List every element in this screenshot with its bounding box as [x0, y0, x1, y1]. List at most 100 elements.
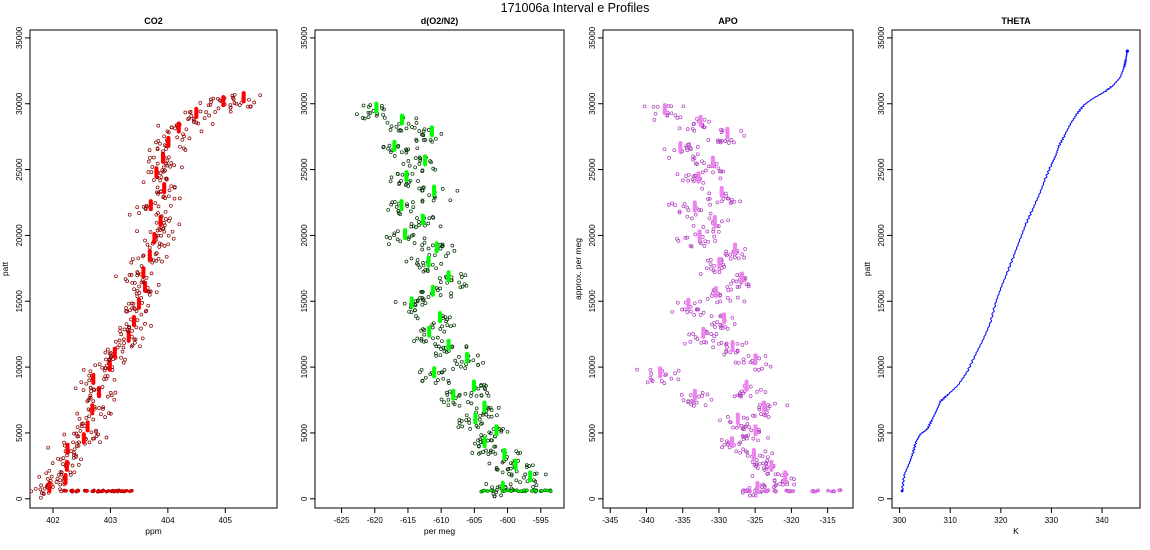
y-tick-label: 5000 [877, 423, 886, 441]
data-point [446, 379, 451, 383]
data-point [708, 258, 713, 262]
data-point [482, 400, 487, 405]
data-point [124, 306, 128, 310]
data-point [169, 184, 174, 189]
data-point [741, 447, 745, 452]
data-point [509, 461, 513, 466]
x-tick-label: 402 [46, 516, 60, 525]
data-point [421, 129, 426, 134]
data-point [105, 394, 110, 399]
data-point [419, 338, 424, 343]
data-point [486, 393, 491, 398]
data-point [150, 260, 155, 265]
data-point [442, 349, 447, 354]
data-point [436, 344, 441, 349]
data-point [175, 135, 180, 140]
data-point [166, 135, 171, 141]
data-point [440, 187, 445, 191]
data-point [187, 116, 191, 121]
data-point [747, 485, 752, 490]
data-point [427, 216, 432, 221]
data-point [486, 452, 491, 456]
data-point [91, 399, 96, 403]
data-point [81, 432, 86, 437]
data-point [481, 450, 486, 454]
data-point [157, 245, 162, 249]
data-point [469, 401, 474, 406]
data-point [704, 266, 709, 271]
data-point [434, 353, 438, 358]
data-point [49, 474, 54, 479]
data-point [440, 324, 444, 329]
data-point [230, 93, 235, 98]
data-point [392, 154, 397, 158]
data-point [725, 295, 730, 300]
data-point [649, 372, 654, 376]
data-point [131, 301, 136, 306]
data-point [513, 458, 518, 463]
data-point [736, 393, 740, 398]
data-point [466, 400, 470, 404]
data-point [734, 425, 739, 430]
data-point [450, 344, 455, 349]
data-point [70, 488, 75, 493]
data-point [693, 232, 698, 237]
plot-area [900, 49, 1129, 493]
data-point [666, 203, 671, 207]
data-point [194, 120, 199, 125]
data-point [119, 332, 124, 337]
data-point [57, 473, 61, 477]
data-point [164, 177, 169, 182]
data-point [150, 165, 155, 169]
data-point [426, 246, 431, 251]
data-point [399, 113, 405, 118]
data-point [678, 115, 683, 120]
data-point [420, 198, 425, 203]
data-point [147, 245, 152, 250]
data-point [198, 101, 203, 105]
data-point [158, 228, 162, 232]
data-point [180, 165, 184, 170]
data-point [699, 208, 704, 213]
data-point [764, 466, 769, 471]
data-point [745, 416, 750, 421]
data-point [421, 261, 425, 265]
data-point [473, 441, 477, 446]
data-point [702, 244, 707, 248]
data-point [419, 328, 423, 333]
data-point [479, 393, 484, 398]
data-point [684, 144, 688, 149]
panel-title: CO2 [144, 16, 163, 26]
data-point [714, 332, 719, 336]
data-point [486, 438, 490, 443]
data-point [742, 255, 746, 260]
data-point [744, 449, 748, 454]
data-point [172, 185, 177, 189]
data-point [100, 385, 105, 389]
data-point [420, 199, 425, 204]
data-point [659, 379, 664, 383]
data-point [187, 136, 192, 141]
data-point [439, 347, 443, 351]
data-point [705, 331, 709, 336]
data-point [724, 342, 728, 347]
data-point [635, 367, 639, 372]
data-point [44, 471, 49, 476]
data-point [126, 325, 131, 330]
data-point [476, 438, 480, 443]
data-point [494, 490, 499, 495]
data-point [417, 223, 421, 228]
data-point [129, 260, 134, 265]
data-point [167, 155, 171, 160]
data-point [411, 224, 416, 229]
data-point [695, 152, 700, 157]
data-point [154, 140, 158, 145]
y-tick-label: 15000 [300, 290, 309, 313]
data-point [61, 462, 65, 466]
data-point [703, 403, 708, 408]
data-point [420, 169, 425, 174]
data-point [439, 397, 444, 402]
data-point [681, 104, 686, 109]
data-point [704, 168, 708, 173]
data-point [440, 339, 444, 344]
